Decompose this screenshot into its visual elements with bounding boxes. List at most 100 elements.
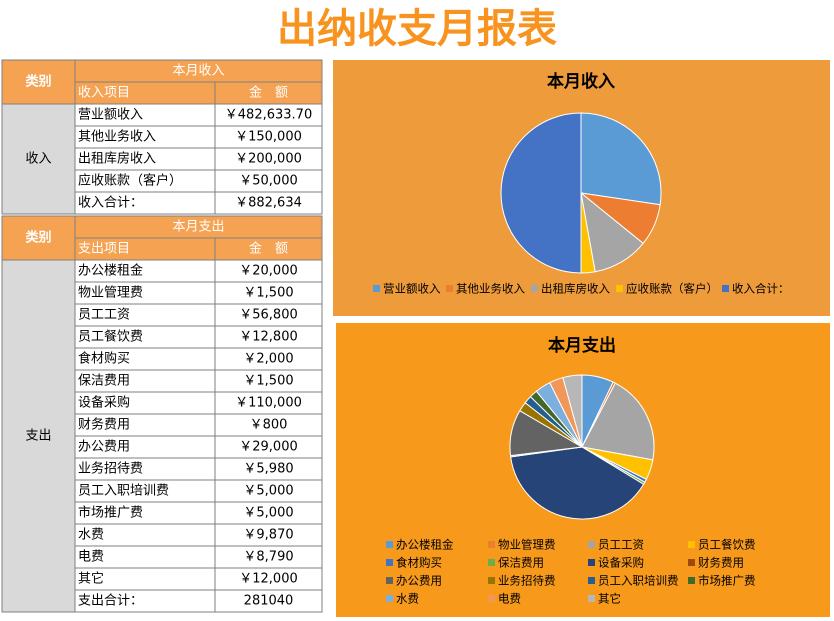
item-name: 应收账款（客户） — [78, 173, 182, 189]
income-chart-title: 本月收入 — [547, 71, 615, 92]
legend-swatch — [588, 541, 595, 548]
amount: ￥110,000 — [235, 396, 302, 411]
amount: ￥12,000 — [239, 572, 298, 587]
item-name: 办公楼租金 — [78, 263, 143, 279]
amount: ￥882,634 — [235, 196, 302, 211]
amount: ￥8,790 — [243, 550, 293, 565]
legend-swatch — [688, 559, 695, 566]
amount: ￥9,870 — [243, 528, 293, 543]
amount: ￥20,000 — [239, 264, 298, 279]
amount-cell — [214, 589, 323, 613]
legend-label: 其它 — [598, 592, 621, 606]
amount: ￥1,500 — [243, 374, 293, 389]
amount-header: 金 额 — [249, 85, 288, 101]
item-name: 保洁费用 — [78, 374, 130, 389]
legend-swatch — [531, 285, 538, 292]
amount: 281040 — [244, 594, 294, 609]
category: 收入 — [25, 152, 51, 167]
amount: ￥5,980 — [243, 462, 293, 477]
item-name: 员工入职培训费 — [78, 483, 169, 499]
legend-swatch — [386, 595, 393, 602]
item-name: 市场推广费 — [78, 505, 143, 521]
legend-label: 设备采购 — [598, 556, 644, 570]
legend-label: 营业额收入 — [383, 282, 441, 296]
item-name: 其它 — [78, 571, 104, 587]
legend-label: 员工入职培训费 — [598, 574, 679, 588]
pie-slice — [500, 112, 582, 274]
legend-swatch — [688, 541, 695, 548]
section-header: 本月收入 — [172, 64, 224, 79]
item-name: 其他业务收入 — [78, 129, 156, 145]
pie-slice — [580, 112, 662, 206]
legend-label: 保洁费用 — [498, 556, 544, 570]
legend-swatch — [386, 577, 393, 584]
legend-label: 员工工资 — [598, 538, 644, 552]
item-header: 支出项目 — [78, 242, 130, 257]
pie-slice — [581, 382, 655, 461]
item-name: 员工工资 — [78, 308, 130, 323]
item-name: 财务费用 — [78, 417, 130, 433]
category-cell — [1, 103, 76, 215]
category: 支出 — [25, 429, 51, 444]
legend-swatch — [722, 285, 729, 292]
legend-swatch — [488, 595, 495, 602]
item-name: 业务招待费 — [78, 461, 143, 477]
legend-label: 收入合计： — [732, 282, 790, 296]
amount: ￥5,000 — [243, 506, 293, 521]
amount-cell — [214, 191, 323, 215]
item-name: 水费 — [78, 528, 104, 543]
legend-label: 电费 — [498, 592, 521, 606]
legend-swatch — [386, 541, 393, 548]
legend-swatch — [588, 595, 595, 602]
amount: ￥200,000 — [235, 152, 302, 167]
category-cell — [1, 259, 76, 613]
item-name: 食材购买 — [78, 351, 130, 367]
category-header: 类别 — [25, 230, 51, 246]
legend-label: 出租库房收入 — [541, 282, 610, 296]
legend-swatch — [588, 577, 595, 584]
legend-swatch — [588, 559, 595, 566]
expense-chart-title: 本月支出 — [548, 335, 616, 356]
legend-swatch — [446, 285, 453, 292]
item-name: 电费 — [78, 550, 104, 565]
amount: ￥56,800 — [239, 308, 298, 323]
item-name: 设备采购 — [78, 395, 130, 411]
item-name: 办公费用 — [78, 440, 130, 455]
amount-header: 金 额 — [249, 241, 288, 257]
legend-swatch — [688, 577, 695, 584]
item-header: 收入项目 — [78, 86, 130, 101]
legend-label: 物业管理费 — [498, 538, 556, 552]
legend-label: 财务费用 — [698, 556, 744, 570]
legend-swatch — [373, 285, 380, 292]
legend-label: 员工餐饮费 — [698, 538, 756, 552]
report-title: 出纳收支月报表 — [277, 6, 557, 52]
legend-label: 食材购买 — [396, 556, 442, 570]
legend-swatch — [488, 559, 495, 566]
legend-label: 水费 — [396, 592, 419, 606]
legend-label: 办公楼租金 — [396, 538, 454, 552]
amount: ￥150,000 — [235, 130, 302, 145]
legend-swatch — [386, 559, 393, 566]
legend-swatch — [488, 577, 495, 584]
legend-label: 其他业务收入 — [456, 282, 525, 296]
amount: ￥1,500 — [243, 286, 293, 301]
item-name: 支出合计： — [78, 594, 143, 609]
item-name: 收入合计： — [78, 196, 143, 211]
amount: ￥50,000 — [239, 174, 298, 189]
amount: ￥482,633.70 — [225, 108, 312, 123]
legend-label: 办公费用 — [396, 574, 442, 588]
section-header: 本月支出 — [172, 220, 224, 235]
item-name: 员工餐饮费 — [78, 329, 143, 345]
legend-swatch — [488, 541, 495, 548]
amount: ￥2,000 — [243, 352, 293, 367]
category-header: 类别 — [25, 74, 51, 90]
amount: ￥800 — [250, 418, 288, 433]
legend-label: 应收账款（客户） — [626, 282, 718, 296]
legend-label: 市场推广费 — [698, 574, 756, 588]
item-name: 物业管理费 — [78, 286, 143, 301]
legend-label: 业务招待费 — [498, 574, 556, 588]
amount: ￥5,000 — [243, 484, 293, 499]
amount: ￥12,800 — [239, 330, 298, 345]
item-name: 营业额收入 — [78, 108, 143, 123]
